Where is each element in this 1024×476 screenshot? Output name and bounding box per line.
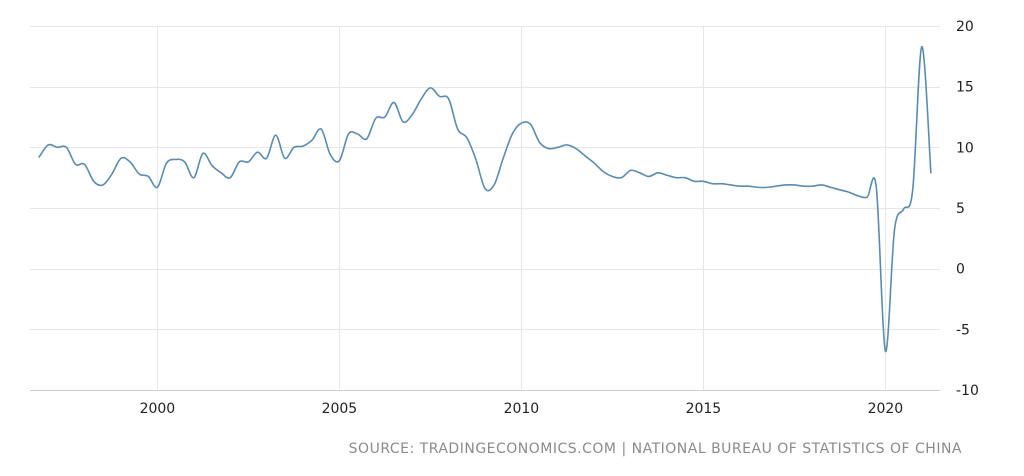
x-tick-label: 2005 <box>322 401 358 417</box>
y-tick-label: 0 <box>956 262 965 278</box>
y-tick-label: 5 <box>956 201 965 217</box>
y-tick-label: 20 <box>956 19 974 35</box>
series-line <box>38 45 932 352</box>
x-tick-label-layer: 2000 2005 2010 2015 2020 <box>140 401 904 417</box>
y-tick-label: -5 <box>956 322 970 338</box>
x-tick-label: 2020 <box>868 401 904 417</box>
source-credit: SOURCE: TRADINGECONOMICS.COM | NATIONAL … <box>348 441 962 457</box>
x-tick-label: 2000 <box>140 401 176 417</box>
y-tick-label: 10 <box>956 140 974 156</box>
y-tick-label: 15 <box>956 80 974 96</box>
x-tick-label: 2010 <box>504 401 540 417</box>
grid-layer <box>30 26 940 390</box>
y-tick-label: -10 <box>956 383 979 399</box>
y-tick-label-layer: 20 15 10 5 0 -5 -10 <box>956 19 979 399</box>
series-layer <box>38 45 932 352</box>
x-tick-label: 2015 <box>686 401 722 417</box>
